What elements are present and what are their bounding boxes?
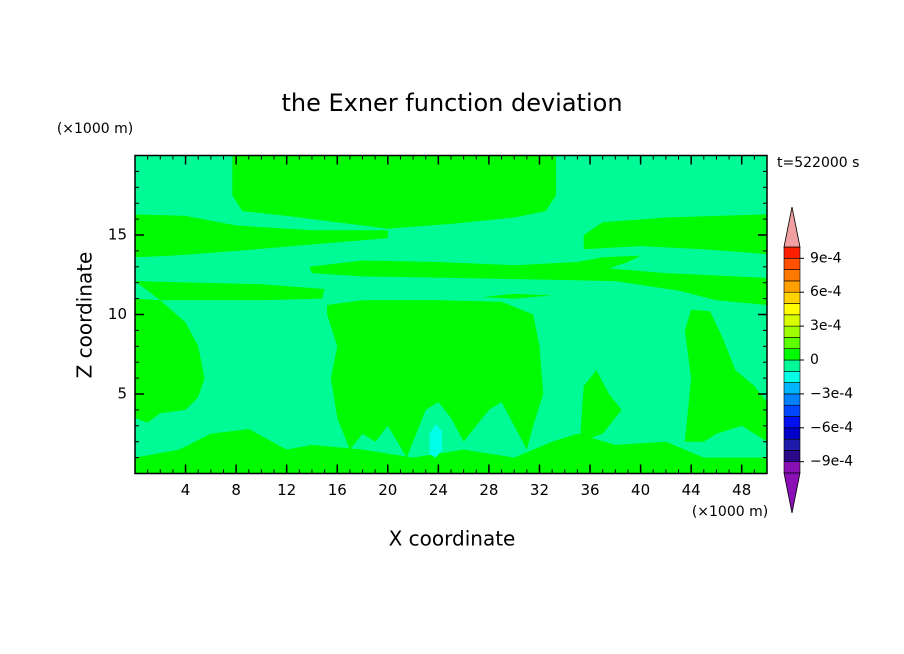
colorbar-tick-label: 9e-4 bbox=[810, 250, 842, 266]
x-tick-label: 4 bbox=[181, 481, 191, 499]
time-label: t=522000 s bbox=[777, 155, 859, 171]
colorbar-box bbox=[783, 348, 801, 361]
contour-region bbox=[135, 428, 767, 474]
colorbar-box bbox=[783, 337, 801, 349]
contour-region bbox=[429, 424, 443, 458]
colorbar-box bbox=[783, 246, 801, 259]
x-axis-label: X coordinate bbox=[389, 527, 516, 551]
colorbar-box bbox=[783, 269, 801, 282]
x-tick-label: 32 bbox=[530, 481, 549, 499]
colorbar-box bbox=[783, 325, 801, 338]
colorbar-box bbox=[783, 450, 801, 462]
x-tick-label: 48 bbox=[732, 481, 751, 499]
colorbar-tick-label: 6e-4 bbox=[810, 284, 842, 300]
contour-region bbox=[232, 155, 556, 229]
contour-region bbox=[135, 281, 325, 301]
colorbar-tick-label: −6e-4 bbox=[810, 420, 853, 436]
colorbar-box bbox=[783, 461, 801, 474]
colorbar-box bbox=[783, 291, 801, 304]
colorbar-tick-label: −3e-4 bbox=[810, 386, 853, 402]
x-tick-label: 12 bbox=[277, 481, 296, 499]
colorbar-tick-label: 0 bbox=[810, 352, 819, 368]
colorbar-tick-label: 3e-4 bbox=[810, 318, 842, 334]
y-tick-label: 5 bbox=[117, 385, 127, 403]
x-tick-label: 20 bbox=[378, 481, 397, 499]
contour-region bbox=[583, 214, 767, 255]
x-tick-label: 44 bbox=[682, 481, 701, 499]
chart-title: the Exner function deviation bbox=[281, 89, 622, 117]
colorbar-box bbox=[783, 370, 801, 383]
colorbar-box bbox=[783, 393, 801, 406]
colorbar-box bbox=[783, 382, 801, 395]
x-tick-label: 36 bbox=[580, 481, 599, 499]
colorbar-tick-label: −9e-4 bbox=[810, 454, 853, 470]
colorbar-box bbox=[783, 404, 801, 417]
colorbar-box bbox=[783, 359, 801, 372]
colorbar-box bbox=[783, 427, 801, 440]
colorbar-box bbox=[783, 438, 801, 451]
contour-region bbox=[579, 370, 622, 442]
colorbar-extend-bottom bbox=[783, 472, 801, 514]
colorbar-box bbox=[783, 303, 801, 316]
colorbar-box bbox=[783, 314, 801, 327]
y-axis-label: Z coordinate bbox=[73, 252, 97, 379]
contour-region bbox=[135, 298, 205, 423]
y-tick-label: 10 bbox=[108, 305, 127, 323]
colorbar-box bbox=[783, 280, 801, 293]
contour-region bbox=[309, 255, 767, 305]
x-unit: (×1000 m) bbox=[692, 504, 768, 520]
y-unit: (×1000 m) bbox=[57, 121, 133, 137]
contour-region bbox=[327, 300, 544, 458]
contour-region bbox=[482, 293, 553, 299]
x-tick-label: 8 bbox=[231, 481, 241, 499]
x-tick-label: 28 bbox=[479, 481, 498, 499]
contour-region bbox=[135, 214, 388, 258]
x-tick-label: 40 bbox=[631, 481, 650, 499]
colorbar-box bbox=[783, 257, 801, 270]
colorbar-box bbox=[783, 416, 801, 429]
y-tick-label: 15 bbox=[108, 226, 127, 244]
x-tick-label: 16 bbox=[328, 481, 347, 499]
x-tick-label: 24 bbox=[429, 481, 448, 499]
contour-region bbox=[684, 309, 767, 442]
colorbar-extend-top bbox=[783, 206, 801, 248]
